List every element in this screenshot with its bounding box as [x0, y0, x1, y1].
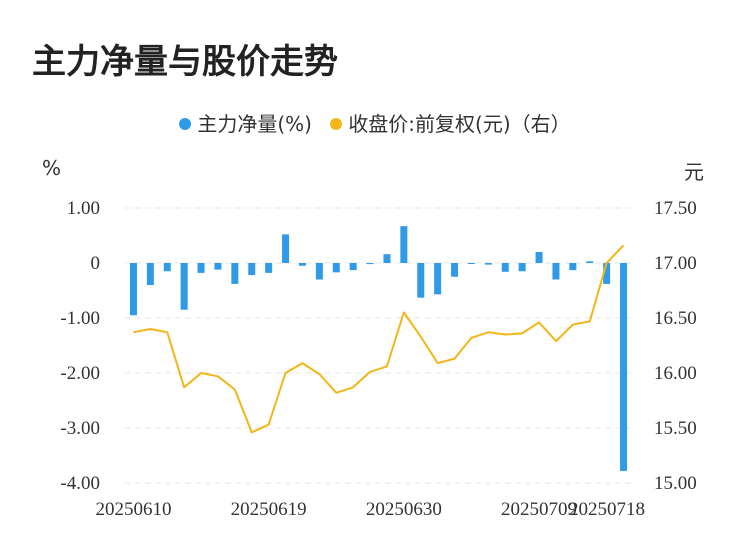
bar	[467, 263, 475, 264]
right-axis-tick-label: 17.00	[654, 253, 697, 274]
bar	[180, 263, 188, 310]
right-axis-tick-label: 15.50	[654, 418, 697, 439]
legend-label-close-price: 收盘价:前复权(元)（右）	[348, 112, 571, 136]
bar	[248, 263, 256, 276]
bar	[163, 263, 171, 272]
bar	[214, 263, 222, 270]
bar	[298, 263, 306, 266]
bar	[518, 263, 526, 272]
left-axis-tick-label: 1.00	[67, 198, 100, 219]
right-axis-tick-label: 16.50	[654, 308, 697, 329]
right-axis-unit: 元	[684, 160, 704, 184]
legend-item-net-volume[interactable]: 主力净量(%)	[179, 108, 312, 137]
bar	[146, 263, 154, 285]
right-axis-tick-label: 17.50	[654, 198, 697, 219]
left-axis-tick-label: -2.00	[60, 363, 100, 384]
bar	[417, 263, 425, 298]
left-axis-tick-label: -1.00	[60, 308, 100, 329]
left-axis-tick-label: -3.00	[60, 418, 100, 439]
bar	[501, 263, 509, 272]
bar	[535, 252, 543, 263]
legend-label-net-volume: 主力净量(%)	[197, 112, 312, 136]
bar	[451, 263, 459, 277]
bar	[484, 263, 492, 265]
bar	[129, 263, 137, 316]
bar	[366, 263, 374, 265]
legend-dot-close-price	[330, 118, 343, 130]
chart-title: 主力净量与股价走势	[32, 42, 338, 82]
x-axis-tick-label: 20250630	[366, 499, 442, 520]
bar	[383, 254, 391, 263]
bar	[586, 261, 594, 263]
right-axis-tick-label: 16.00	[654, 363, 697, 384]
x-axis-tick-label: 20250709	[501, 499, 577, 520]
bar	[603, 263, 611, 284]
x-axis-tick-label: 20250610	[95, 499, 171, 520]
right-axis-tick-label: 15.00	[654, 473, 697, 494]
bar	[332, 263, 340, 273]
bar	[434, 263, 442, 295]
bar	[620, 263, 628, 471]
legend-dot-net-volume	[179, 118, 192, 130]
price-line	[133, 244, 625, 434]
bar	[569, 263, 577, 271]
bar	[197, 263, 205, 273]
bar	[315, 263, 323, 280]
bar	[552, 263, 560, 280]
left-axis-unit: %	[42, 156, 62, 180]
legend-item-close-price[interactable]: 收盘价:前复权(元)（右）	[330, 108, 571, 137]
left-axis-tick-label: -4.00	[60, 473, 100, 494]
bar	[400, 226, 408, 263]
x-axis-tick-label: 20250718	[569, 499, 645, 520]
bar	[282, 234, 290, 263]
left-axis-tick-label: 0	[91, 253, 101, 274]
legend: 主力净量(%) 收盘价:前复权(元)（右）	[0, 108, 750, 137]
bar	[265, 263, 273, 273]
x-axis-tick-label: 20250619	[231, 499, 307, 520]
bar	[349, 263, 357, 271]
bar	[231, 263, 239, 284]
